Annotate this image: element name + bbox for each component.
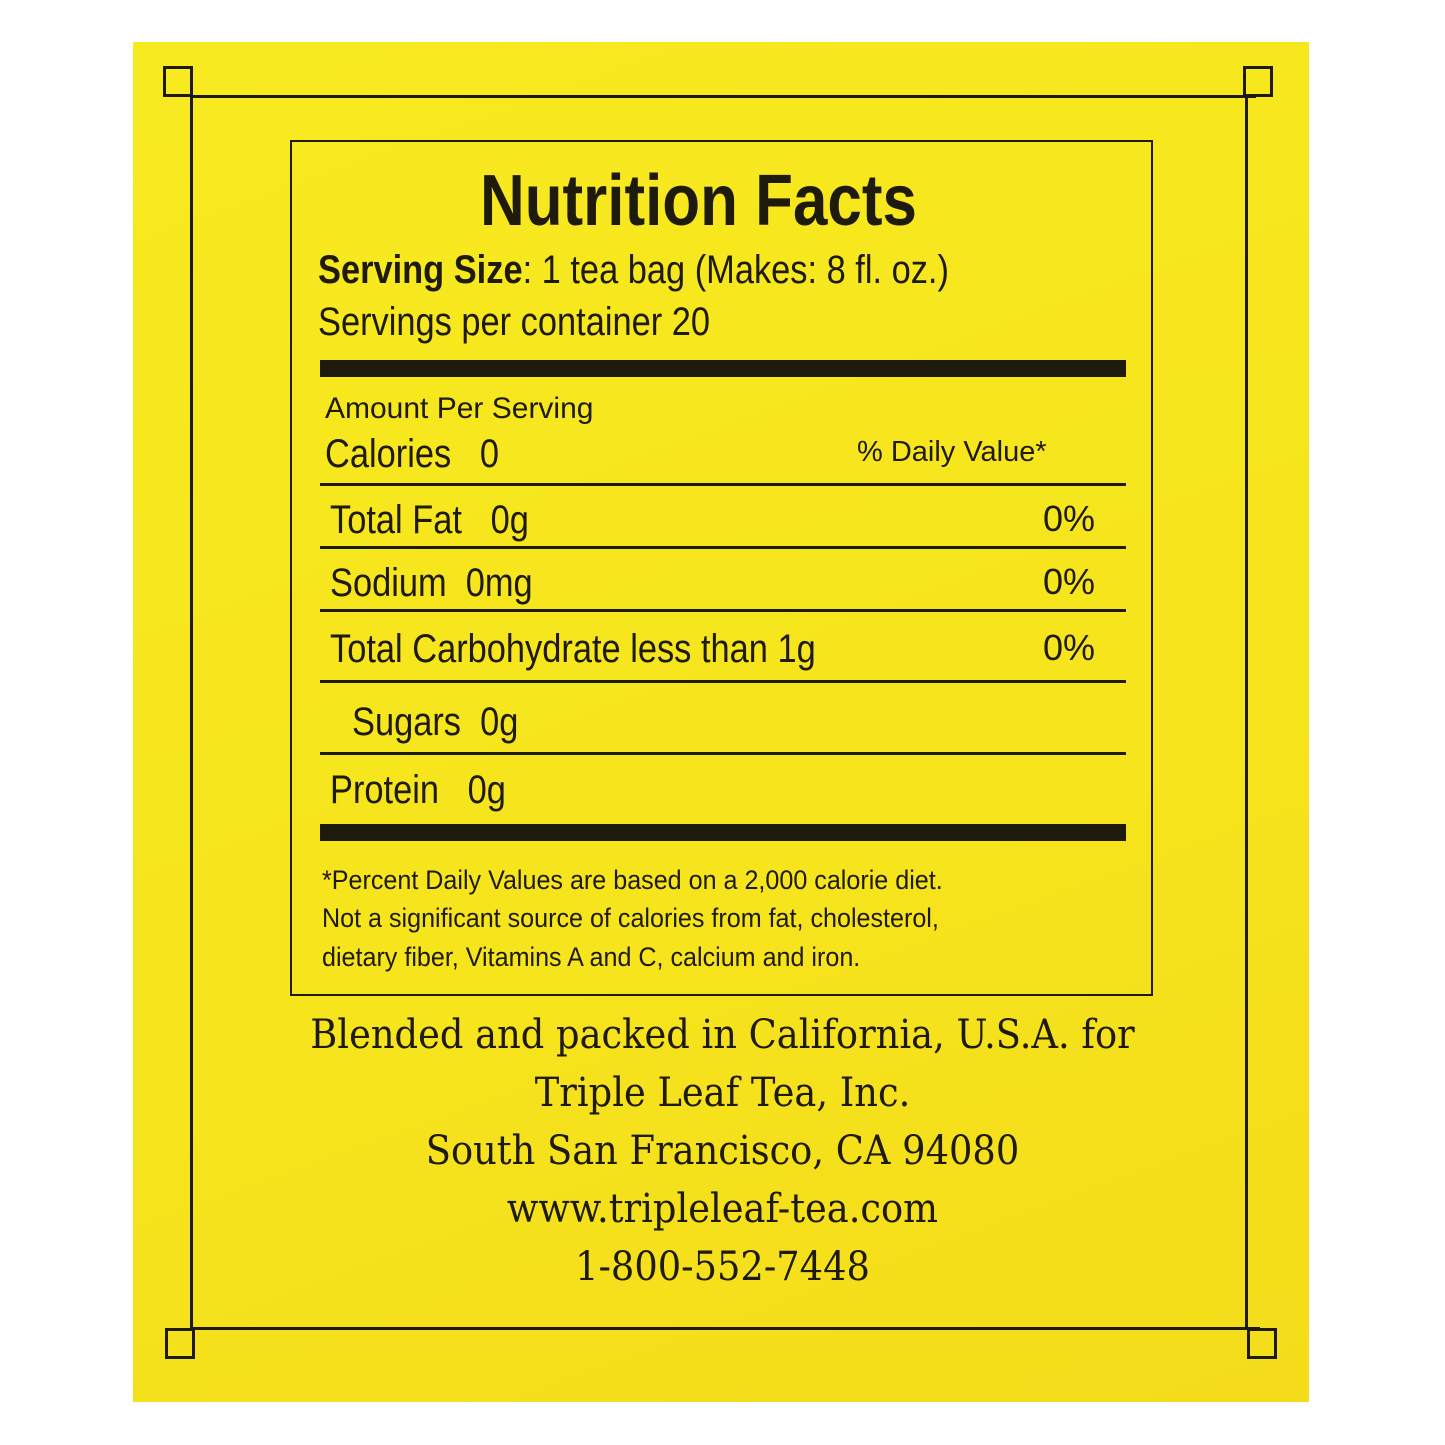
dv-sodium: 0% — [1043, 561, 1096, 602]
divider — [320, 546, 1126, 549]
footnote-line: Not a significant source of calories fro… — [322, 903, 939, 933]
footnote-line: dietary fiber, Vitamins A and C, calcium… — [322, 942, 861, 972]
corner-square — [163, 66, 193, 97]
company-phone: 1-800-552-7448 — [575, 1244, 870, 1290]
company-website: www.tripleleaf-tea.com — [506, 1186, 939, 1232]
nutrient-carbohydrate: Total Carbohydrate less than 1g — [330, 627, 816, 671]
servings-per-container: Servings per container 20 — [318, 300, 711, 344]
nutrition-title: Nutrition Facts — [480, 161, 917, 241]
serving-size-label: Serving Size — [318, 248, 523, 292]
package-panel — [133, 42, 1309, 1402]
frame-left — [190, 95, 193, 1330]
company-line: Blended and packed in California, U.S.A.… — [310, 1012, 1135, 1058]
daily-value-header: % Daily Value* — [857, 436, 1047, 468]
frame-right — [1245, 95, 1248, 1330]
amount-per-serving: Amount Per Serving — [325, 392, 594, 425]
divider — [320, 609, 1126, 612]
corner-square — [1247, 1328, 1277, 1359]
frame-top — [190, 95, 1256, 98]
footnote-line: *Percent Daily Values are based on a 2,0… — [322, 865, 943, 895]
divider — [320, 752, 1126, 755]
nutrition-facts-box — [290, 140, 1153, 996]
thick-divider — [320, 360, 1126, 377]
divider — [320, 483, 1126, 486]
nutrient-sugars: Sugars 0g — [352, 700, 519, 744]
company-address: South San Francisco, CA 94080 — [425, 1128, 1020, 1174]
dv-carbohydrate: 0% — [1043, 627, 1096, 668]
corner-square — [165, 1328, 195, 1359]
company-name: Triple Leaf Tea, Inc. — [534, 1070, 911, 1116]
serving-size-value: : 1 tea bag (Makes: 8 fl. oz.) — [522, 248, 949, 292]
nutrient-total-fat: Total Fat 0g — [330, 498, 529, 542]
thick-divider — [320, 824, 1126, 841]
nutrient-protein: Protein 0g — [330, 768, 506, 812]
dv-total-fat: 0% — [1043, 498, 1096, 539]
corner-square — [1243, 66, 1273, 97]
divider — [320, 680, 1126, 683]
serving-size: Serving Size: 1 tea bag (Makes: 8 fl. oz… — [318, 248, 949, 293]
calories: Calories 0 — [325, 432, 499, 476]
frame-bottom — [190, 1327, 1260, 1330]
nutrient-sodium: Sodium 0mg — [330, 561, 533, 605]
